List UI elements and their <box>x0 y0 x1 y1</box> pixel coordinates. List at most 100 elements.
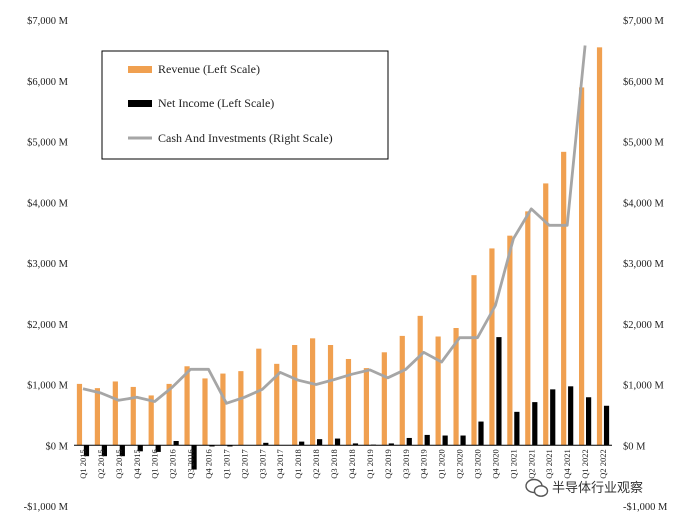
net-income-bar <box>568 386 574 446</box>
y-right-tick-label: $4,000 M <box>623 198 665 209</box>
x-tick-label: Q3 2016 <box>186 449 196 479</box>
revenue-bar <box>399 335 405 446</box>
revenue-bar <box>363 368 369 446</box>
y-right-tick-label: $3,000 M <box>623 259 665 270</box>
revenue-bar <box>381 352 387 446</box>
revenue-bar <box>166 383 172 446</box>
x-tick-label: Q1 2022 <box>580 449 590 479</box>
y-right-tick-label: $5,000 M <box>623 138 665 149</box>
x-tick-label: Q2 2020 <box>455 449 465 479</box>
watermark-text: 半导体行业观察 <box>552 481 643 496</box>
net-income-bar <box>263 442 269 446</box>
revenue-bar <box>130 386 136 446</box>
x-tick-label: Q2 2021 <box>526 449 536 479</box>
net-income-bar <box>191 445 197 470</box>
revenue-bar <box>112 381 118 446</box>
net-income-bar <box>406 437 412 446</box>
x-tick-label: Q3 2020 <box>473 449 483 479</box>
wechat-logo-icon <box>525 478 549 497</box>
cash-investments-line <box>82 45 587 405</box>
y-left-tick-label: $2,000 M <box>27 320 69 331</box>
net-income-bar <box>586 397 592 446</box>
net-income-bar <box>424 434 430 446</box>
y-right-tick-label: $0 M <box>623 441 646 452</box>
net-income-bar <box>334 438 341 446</box>
revenue-bar <box>489 248 495 446</box>
net-income-bar <box>460 435 466 446</box>
x-tick-label: Q3 2017 <box>257 449 267 479</box>
x-tick-label: Q4 2017 <box>275 449 285 479</box>
revenue-bar <box>274 363 280 446</box>
x-tick-label: Q2 2018 <box>311 449 321 479</box>
net-income-bar <box>101 445 107 457</box>
net-income-bar <box>388 443 394 446</box>
line-layer <box>82 45 587 405</box>
net-income-bar <box>550 389 556 446</box>
net-income-bar <box>119 445 125 457</box>
x-tick-label: Q4 2016 <box>204 449 214 479</box>
revenue-bar <box>561 151 567 446</box>
net-income-bar <box>442 435 448 446</box>
legend-netincome-swatch <box>128 100 152 107</box>
revenue-bar <box>292 345 298 446</box>
revenue-bar <box>453 328 459 446</box>
bar-layer <box>74 47 612 470</box>
revenue-bar <box>94 388 100 446</box>
x-tick-label: Q4 2018 <box>347 449 357 479</box>
revenue-bar <box>345 358 352 446</box>
revenue-bar <box>184 366 190 446</box>
x-tick-label: Q1 2021 <box>508 449 518 479</box>
x-tick-label: Q3 2018 <box>329 449 339 479</box>
revenue-bar <box>327 345 334 446</box>
y-left-tick-label: $3,000 M <box>27 259 69 270</box>
revenue-bar <box>417 315 423 446</box>
x-tick-label: Q2 2022 <box>598 449 608 479</box>
y-left-tick-label: $0 M <box>46 441 69 452</box>
revenue-bar <box>220 373 226 446</box>
legend-cash-label: Cash And Investments (Right Scale) <box>158 131 333 145</box>
right-axis: -$1,000 M $0 M $1,000 M $2,000 M $3,000 M $4,… <box>623 16 668 513</box>
x-tick-label: Q1 2018 <box>293 449 303 479</box>
revenue-bar <box>76 383 83 446</box>
y-left-tick-label: $5,000 M <box>27 138 69 149</box>
legend-netincome-label: Net Income (Left Scale) <box>158 96 274 110</box>
revenue-bar <box>435 336 441 446</box>
net-income-bar <box>209 445 215 447</box>
left-axis: -$1,000 M $0 M $1,000 M $2,000 M $3,000 M $4,… <box>24 16 69 513</box>
revenue-bar <box>543 183 549 446</box>
net-income-bar <box>299 441 305 446</box>
revenue-bar <box>579 87 585 446</box>
net-income-bar <box>227 445 233 447</box>
x-tick-label: Q4 2015 <box>132 449 142 479</box>
y-left-tick-label: $4,000 M <box>27 198 69 209</box>
legend-revenue-swatch <box>128 66 152 73</box>
x-tick-label: Q1 2015 <box>78 449 88 479</box>
revenue-bar <box>596 47 603 446</box>
net-income-bar <box>83 445 90 457</box>
x-tick-label: Q2 2019 <box>383 449 393 479</box>
net-income-bar <box>514 411 520 446</box>
y-right-tick-label: $7,000 M <box>623 16 665 27</box>
x-tick-label: Q2 2017 <box>239 449 249 479</box>
x-tick-label: Q3 2021 <box>544 449 554 479</box>
net-income-bar <box>137 445 143 452</box>
y-left-tick-label: $7,000 M <box>27 16 69 27</box>
revenue-bar <box>310 338 316 446</box>
net-income-bar <box>155 445 161 452</box>
y-left-tick-label: -$1,000 M <box>24 502 69 513</box>
x-tick-label: Q3 2015 <box>114 449 124 479</box>
y-right-tick-label: -$1,000 M <box>623 502 668 513</box>
revenue-bar <box>238 371 244 446</box>
revenue-bar <box>471 275 477 446</box>
x-tick-label: Q4 2020 <box>490 449 500 479</box>
x-tick-label: Q1 2020 <box>437 449 447 479</box>
net-income-bar <box>603 405 610 446</box>
net-income-bar <box>532 402 538 446</box>
x-tick-label: Q3 2019 <box>401 449 411 479</box>
watermark: 半导体行业观察 <box>525 478 643 497</box>
x-axis: Q1 2015 Q2 2015 Q3 2015 Q4 2015 Q1 2016 Q2 20… <box>78 449 608 479</box>
revenue-bar <box>507 235 513 446</box>
revenue-bar <box>202 378 208 446</box>
